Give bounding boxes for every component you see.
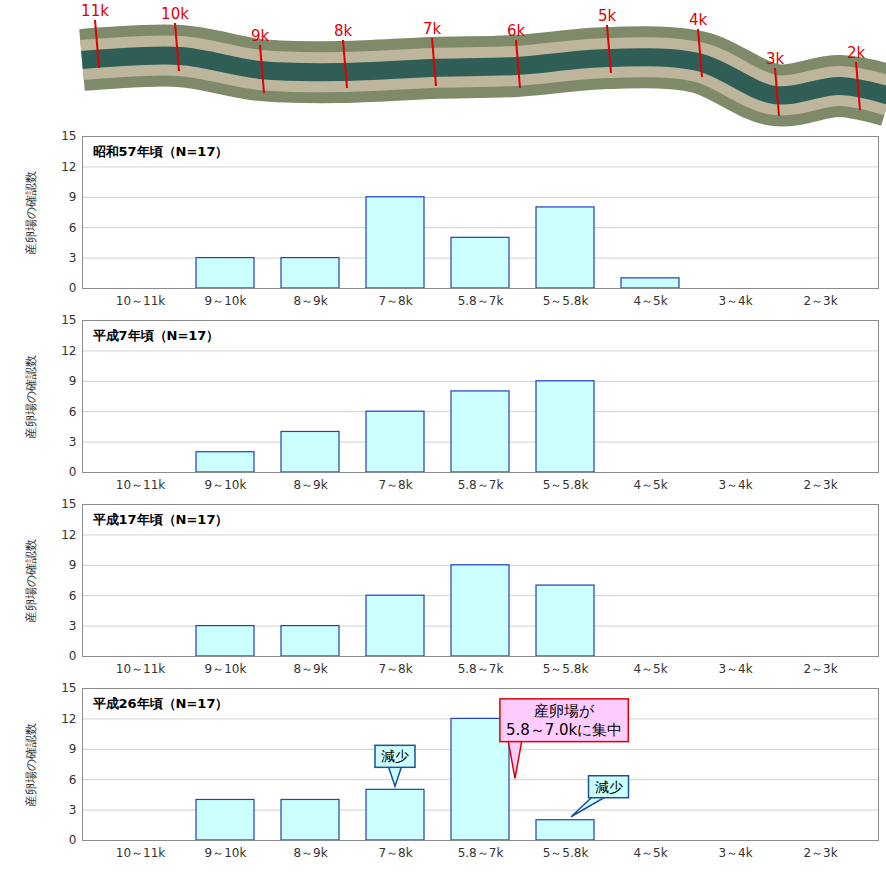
svg-text:産卵場の確認数: 産卵場の確認数 bbox=[24, 171, 38, 255]
svg-text:5.8～7k: 5.8～7k bbox=[458, 294, 504, 308]
svg-text:3: 3 bbox=[69, 251, 77, 265]
svg-text:8～9k: 8～9k bbox=[293, 662, 327, 676]
svg-text:5.8～7k: 5.8～7k bbox=[458, 846, 504, 860]
svg-text:8～9k: 8～9k bbox=[293, 846, 327, 860]
svg-text:5～5.8k: 5～5.8k bbox=[543, 846, 589, 860]
svg-text:2～3k: 2～3k bbox=[803, 294, 837, 308]
svg-text:産卵場の確認数: 産卵場の確認数 bbox=[24, 723, 38, 807]
svg-text:6: 6 bbox=[69, 405, 77, 419]
svg-text:平成7年頃（N=17）: 平成7年頃（N=17） bbox=[92, 328, 220, 343]
svg-text:産卵場の確認数: 産卵場の確認数 bbox=[24, 355, 38, 439]
svg-text:9～10k: 9～10k bbox=[205, 294, 247, 308]
svg-text:9k: 9k bbox=[251, 27, 270, 45]
svg-text:15: 15 bbox=[61, 314, 76, 327]
svg-text:9～10k: 9～10k bbox=[205, 846, 247, 860]
svg-text:9～10k: 9～10k bbox=[205, 662, 247, 676]
svg-text:9～10k: 9～10k bbox=[205, 478, 247, 492]
svg-text:昭和57年頃（N=17）: 昭和57年頃（N=17） bbox=[93, 144, 229, 159]
svg-text:5～5.8k: 5～5.8k bbox=[543, 662, 589, 676]
svg-text:12: 12 bbox=[61, 160, 76, 174]
svg-text:7k: 7k bbox=[423, 20, 442, 38]
svg-text:3: 3 bbox=[69, 803, 77, 817]
svg-text:減少: 減少 bbox=[381, 748, 409, 764]
svg-text:12: 12 bbox=[61, 344, 76, 358]
svg-text:3～4k: 3～4k bbox=[718, 294, 752, 308]
svg-text:5.8～7k: 5.8～7k bbox=[458, 478, 504, 492]
svg-text:7～8k: 7～8k bbox=[378, 294, 412, 308]
svg-text:5～5.8k: 5～5.8k bbox=[543, 294, 589, 308]
svg-text:15: 15 bbox=[61, 682, 76, 695]
svg-text:5～5.8k: 5～5.8k bbox=[543, 478, 589, 492]
svg-text:7～8k: 7～8k bbox=[378, 662, 412, 676]
svg-text:4～5k: 4～5k bbox=[633, 662, 667, 676]
svg-text:産卵場が5.8～7.0kに集中: 産卵場が5.8～7.0kに集中 bbox=[506, 702, 622, 739]
svg-text:9: 9 bbox=[69, 374, 77, 388]
svg-text:産卵場の確認数: 産卵場の確認数 bbox=[24, 539, 38, 623]
svg-text:15: 15 bbox=[61, 498, 76, 511]
svg-text:2～3k: 2～3k bbox=[803, 846, 837, 860]
svg-text:8～9k: 8～9k bbox=[293, 294, 327, 308]
svg-text:平成26年頃（N=17）: 平成26年頃（N=17） bbox=[92, 696, 229, 711]
svg-text:10～11k: 10～11k bbox=[116, 846, 166, 860]
svg-text:7～8k: 7～8k bbox=[378, 846, 412, 860]
svg-text:9: 9 bbox=[69, 558, 77, 572]
svg-text:8k: 8k bbox=[334, 22, 353, 40]
svg-text:6: 6 bbox=[69, 221, 77, 235]
svg-text:4～5k: 4～5k bbox=[633, 846, 667, 860]
svg-text:3k: 3k bbox=[766, 50, 785, 68]
svg-text:4～5k: 4～5k bbox=[633, 478, 667, 492]
svg-text:3: 3 bbox=[69, 435, 77, 449]
svg-text:12: 12 bbox=[61, 528, 76, 542]
svg-text:6: 6 bbox=[69, 773, 77, 787]
svg-text:9: 9 bbox=[69, 190, 77, 204]
svg-text:4～5k: 4～5k bbox=[633, 294, 667, 308]
svg-text:0: 0 bbox=[69, 281, 77, 295]
svg-text:7～8k: 7～8k bbox=[378, 478, 412, 492]
svg-text:2k: 2k bbox=[847, 44, 866, 62]
svg-text:3～4k: 3～4k bbox=[718, 662, 752, 676]
svg-text:15: 15 bbox=[61, 130, 76, 143]
svg-text:平成17年頃（N=17）: 平成17年頃（N=17） bbox=[92, 512, 229, 527]
svg-text:3～4k: 3～4k bbox=[718, 478, 752, 492]
svg-text:0: 0 bbox=[69, 649, 77, 663]
svg-text:11k: 11k bbox=[81, 2, 109, 20]
svg-text:0: 0 bbox=[69, 833, 77, 847]
svg-text:9: 9 bbox=[69, 742, 77, 756]
svg-text:5k: 5k bbox=[598, 7, 617, 25]
svg-text:6k: 6k bbox=[507, 22, 526, 40]
svg-text:10k: 10k bbox=[161, 5, 189, 23]
svg-text:10～11k: 10～11k bbox=[116, 478, 166, 492]
svg-text:12: 12 bbox=[61, 712, 76, 726]
svg-text:0: 0 bbox=[69, 465, 77, 479]
svg-text:5.8～7k: 5.8～7k bbox=[458, 662, 504, 676]
svg-text:6: 6 bbox=[69, 589, 77, 603]
svg-text:2～3k: 2～3k bbox=[803, 662, 837, 676]
svg-text:10～11k: 10～11k bbox=[116, 294, 166, 308]
svg-text:2～3k: 2～3k bbox=[803, 478, 837, 492]
svg-text:4k: 4k bbox=[689, 11, 708, 29]
svg-text:8～9k: 8～9k bbox=[293, 478, 327, 492]
svg-text:減少: 減少 bbox=[595, 779, 623, 795]
svg-text:3～4k: 3～4k bbox=[718, 846, 752, 860]
svg-text:10～11k: 10～11k bbox=[116, 662, 166, 676]
svg-text:3: 3 bbox=[69, 619, 77, 633]
